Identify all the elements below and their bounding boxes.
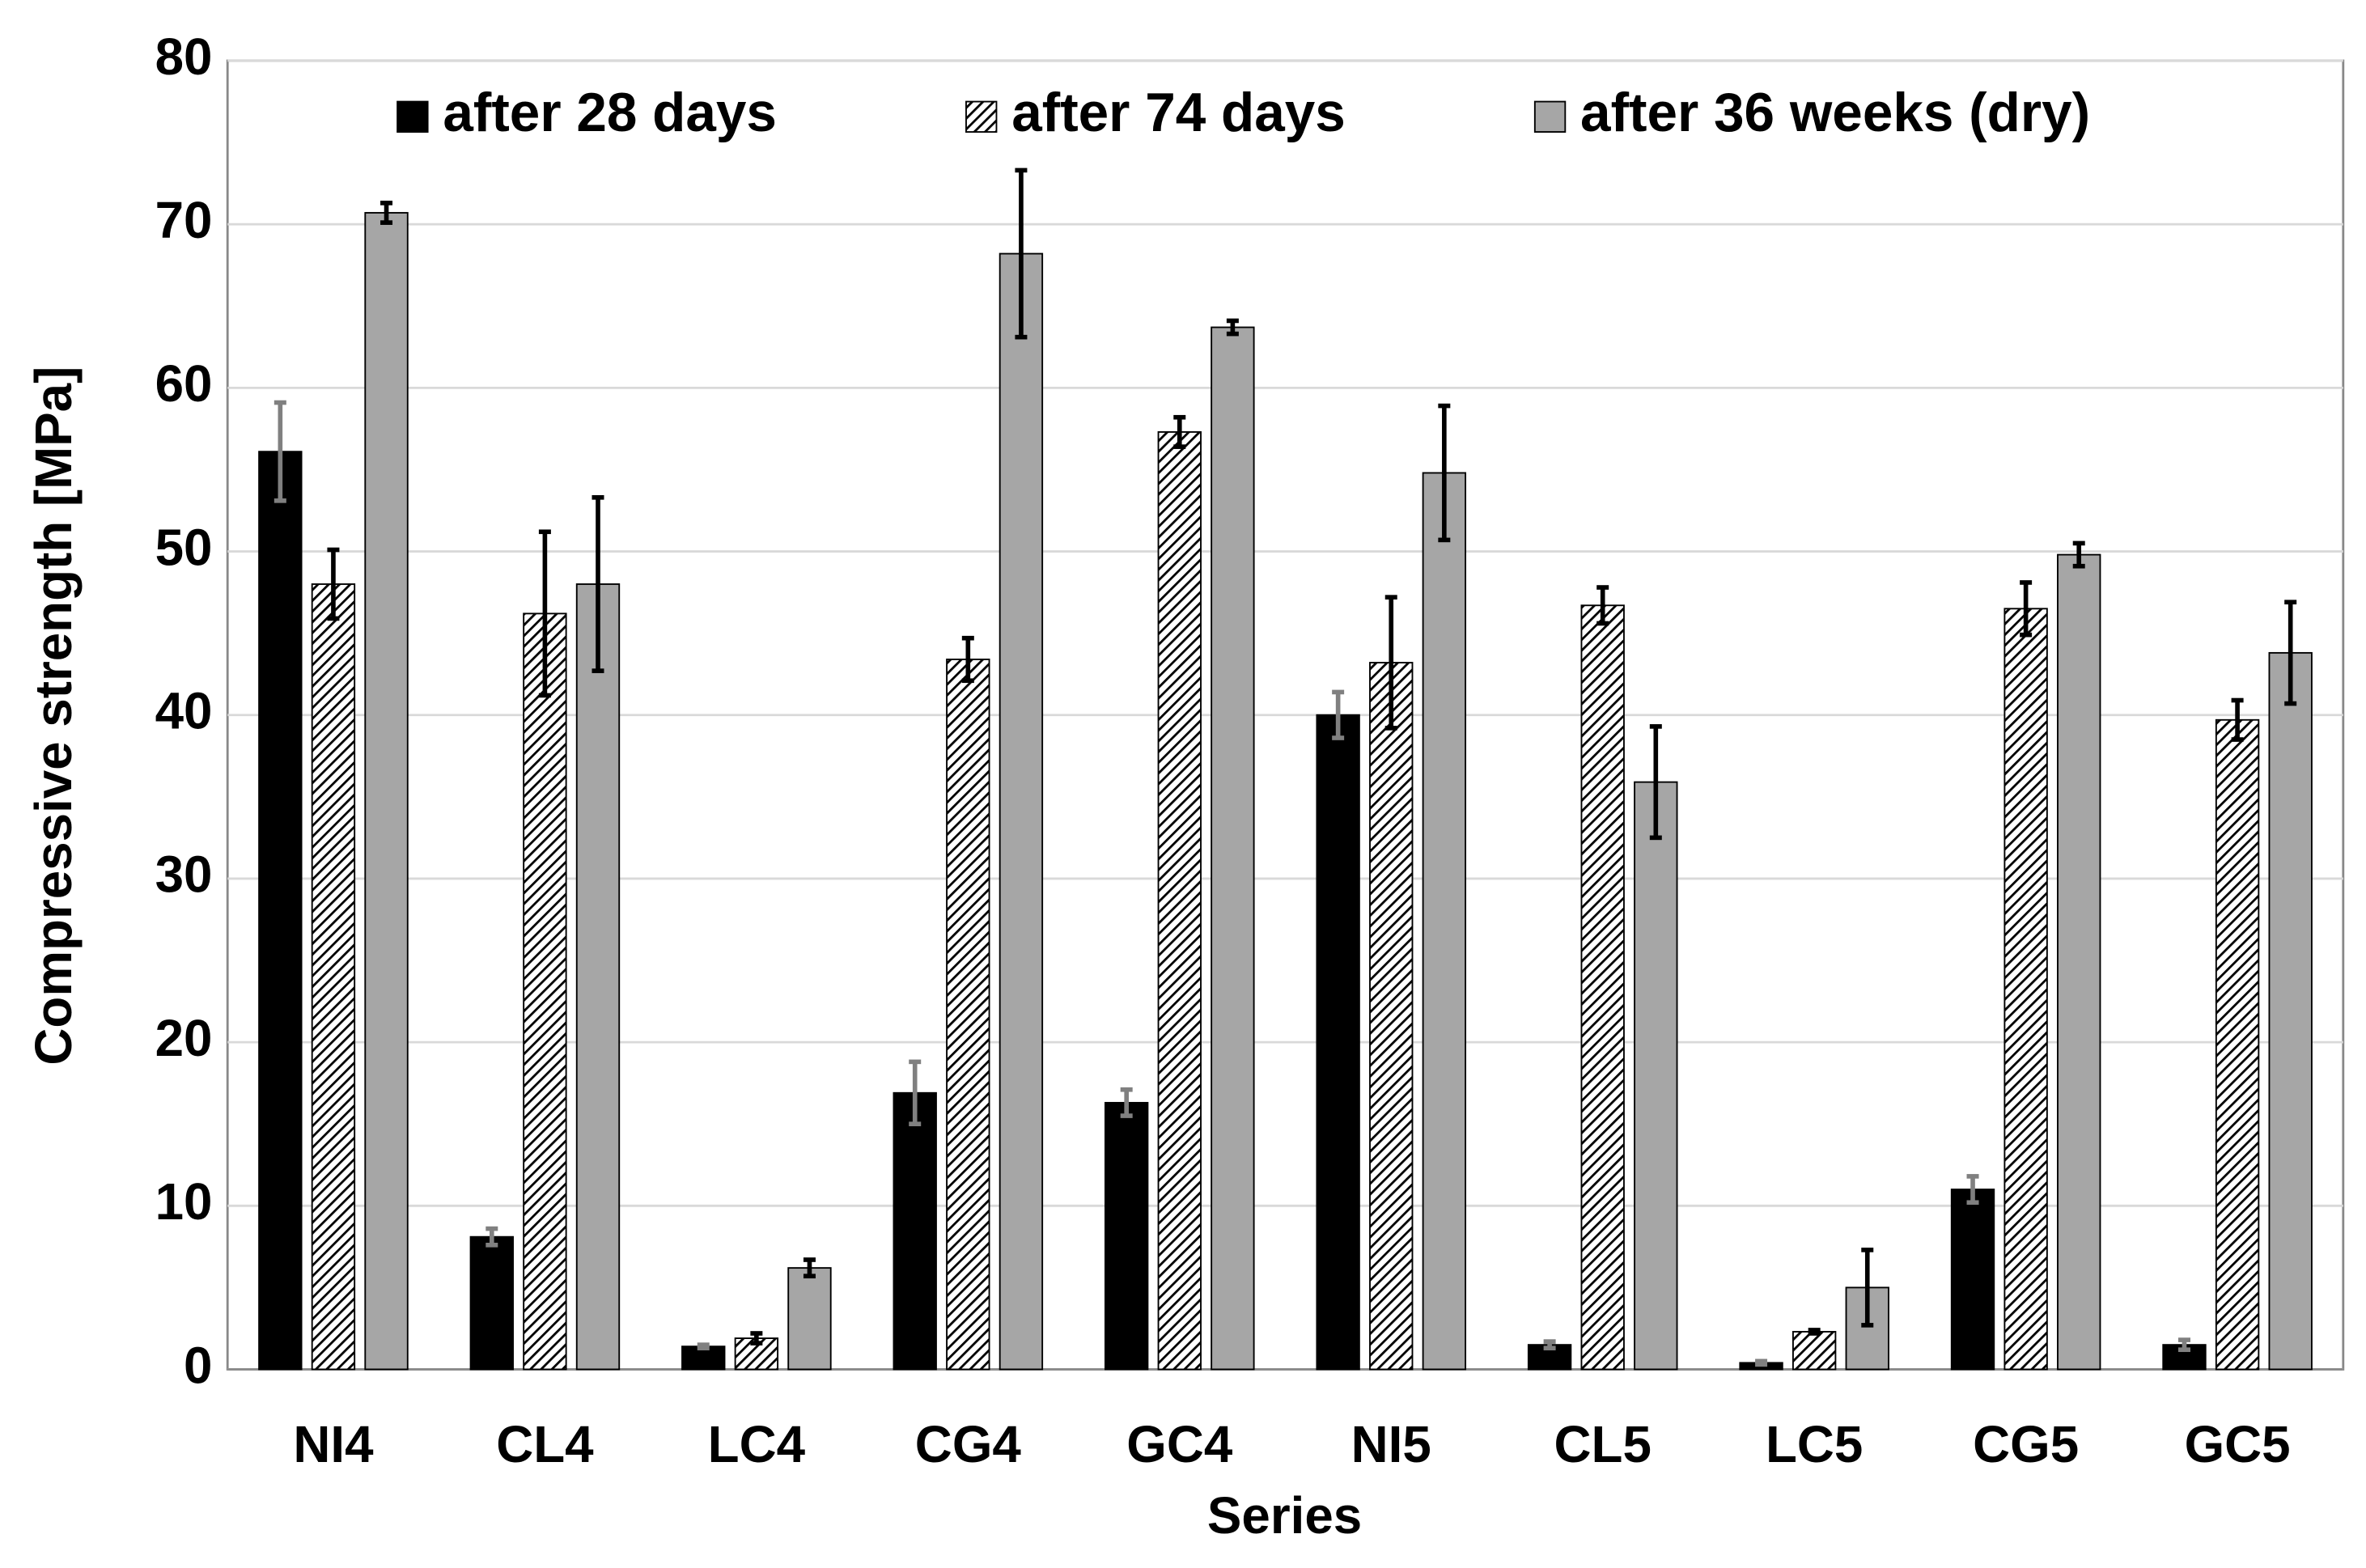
y-tick-label: 20	[155, 1009, 213, 1067]
x-axis-title: Series	[1207, 1486, 1362, 1545]
bar	[946, 659, 990, 1371]
error-bar	[327, 547, 340, 621]
y-tick-label: 60	[155, 354, 213, 413]
y-axis-title: Compressive strength [MPa]	[24, 367, 83, 1066]
error-bar	[592, 494, 604, 673]
bar	[787, 1267, 832, 1371]
bar	[258, 451, 303, 1371]
error-bar	[1808, 1328, 1821, 1336]
error-bar	[538, 529, 551, 698]
bar	[364, 212, 409, 1371]
error-bar	[1384, 595, 1397, 731]
bar	[2057, 553, 2101, 1371]
bar	[311, 583, 356, 1371]
bar	[2268, 651, 2313, 1371]
error-bar	[273, 400, 286, 503]
legend-label: after 74 days	[1011, 83, 1346, 143]
error-bar	[1173, 414, 1186, 449]
bar	[2215, 718, 2260, 1371]
bar	[999, 252, 1044, 1371]
legend-marker	[965, 100, 998, 133]
x-tick-label: GC5	[2185, 1415, 2291, 1473]
error-bar	[2231, 697, 2244, 742]
x-tick-label: LC4	[708, 1415, 806, 1473]
error-bar	[485, 1226, 498, 1248]
y-tick-label: 10	[155, 1172, 213, 1231]
bar	[1105, 1101, 1149, 1371]
x-tick-label: CG4	[915, 1415, 1022, 1473]
error-bar	[2020, 580, 2033, 638]
error-bar	[1438, 403, 1451, 543]
error-bar	[1966, 1174, 1979, 1206]
bar	[1211, 326, 1255, 1371]
error-bar	[380, 201, 393, 225]
bar	[469, 1235, 514, 1371]
x-tick-label: GC4	[1126, 1415, 1233, 1473]
y-tick-label: 40	[155, 682, 213, 740]
legend-marker	[396, 100, 429, 133]
x-tick-label: CG5	[1973, 1415, 2079, 1473]
x-tick-label: CL5	[1554, 1415, 1652, 1473]
bar	[1316, 714, 1360, 1371]
error-bar	[1649, 724, 1662, 841]
y-tick-label: 70	[155, 191, 213, 249]
error-bar	[2284, 600, 2297, 706]
bar	[1791, 1331, 1837, 1371]
error-bar	[961, 635, 974, 684]
legend-label: after 28 days	[443, 83, 777, 143]
bar	[1950, 1189, 1995, 1371]
x-tick-label: LC5	[1766, 1415, 1863, 1473]
error-bar	[1120, 1087, 1133, 1118]
error-bar	[2072, 540, 2085, 569]
error-bar	[803, 1257, 816, 1279]
y-tick-label: 80	[155, 28, 213, 86]
error-bar	[909, 1059, 922, 1127]
x-tick-label: NI4	[293, 1415, 374, 1473]
error-bar	[1015, 167, 1028, 340]
x-tick-label: NI5	[1351, 1415, 1431, 1473]
error-bar	[1596, 585, 1609, 626]
bar	[1634, 781, 1678, 1371]
error-bar	[1755, 1358, 1768, 1367]
bar	[1369, 662, 1414, 1371]
legend-label: after 36 weeks (dry)	[1580, 83, 2090, 143]
error-bar	[750, 1331, 763, 1346]
error-bar	[1543, 1339, 1556, 1350]
error-bar	[1861, 1248, 1874, 1328]
y-tick-label: 0	[184, 1336, 212, 1394]
y-tick-label: 30	[155, 845, 213, 904]
y-tick-label: 50	[155, 518, 213, 576]
bar	[2003, 608, 2048, 1371]
bar	[523, 612, 567, 1371]
error-bar	[1226, 318, 1239, 337]
error-bar	[697, 1342, 710, 1350]
error-bar	[1332, 689, 1345, 740]
bar	[575, 583, 621, 1371]
error-bar	[2177, 1337, 2190, 1353]
legend-marker	[1533, 100, 1567, 133]
bar	[893, 1091, 937, 1371]
bar	[1580, 604, 1625, 1371]
bar	[1157, 430, 1202, 1371]
x-tick-label: CL4	[496, 1415, 594, 1473]
bar	[1422, 472, 1467, 1371]
